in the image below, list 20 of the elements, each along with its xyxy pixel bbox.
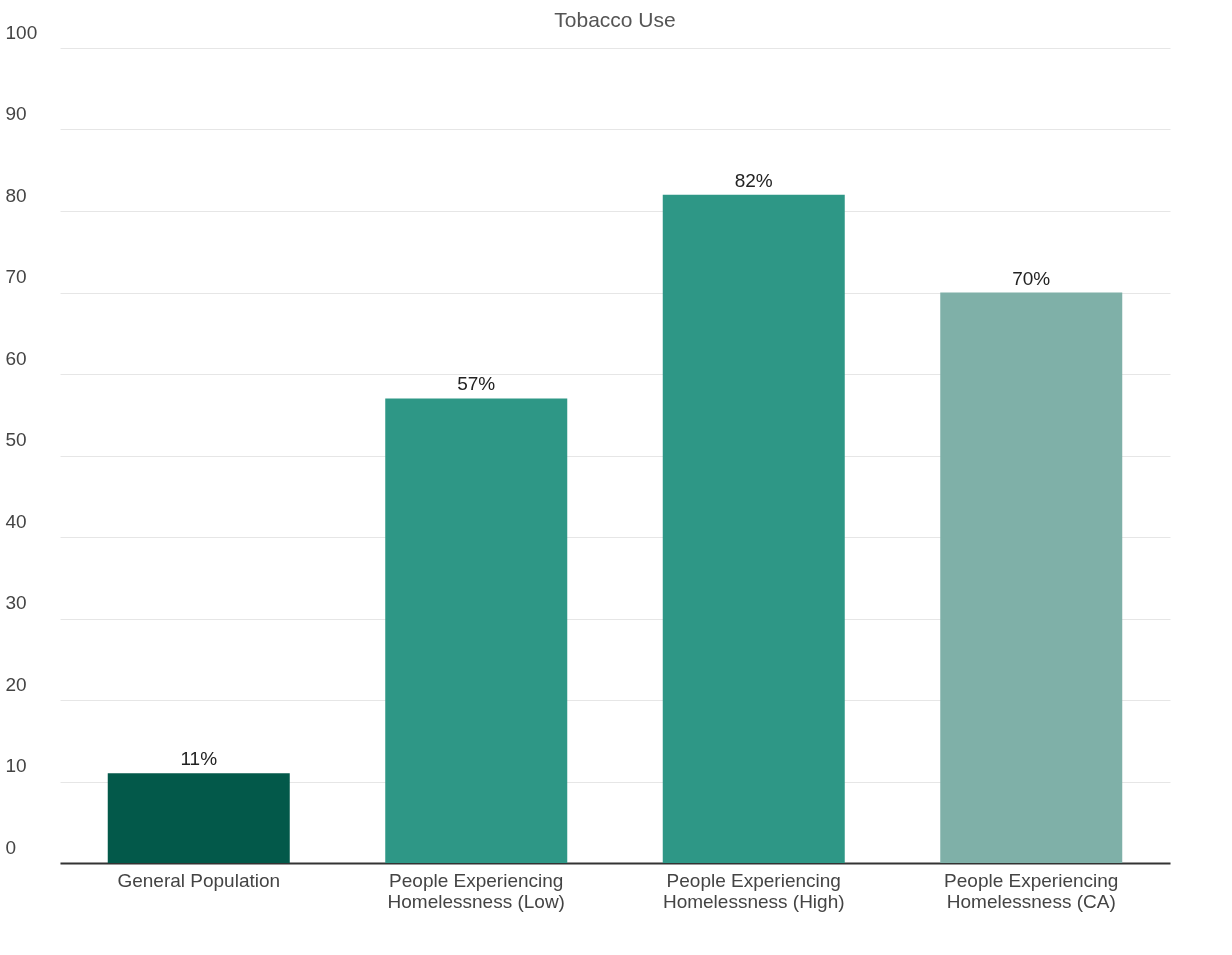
y-tick-label: 30 [5,592,27,613]
y-tick-label: 10 [5,755,27,776]
x-tick-label: People Experiencing Homelessness (Low) [387,869,565,912]
y-tick-label: 100 [5,21,38,43]
y-tick-label: 70 [5,266,27,287]
y-tick-label: 60 [5,347,27,369]
data-label: 57% [457,373,496,395]
y-tick-label: 90 [5,103,27,124]
x-tick-label: General Population [117,869,281,891]
data-label: 82% [734,169,773,191]
x-tick-label: People Experiencing Homelessness (CA) [944,869,1119,912]
y-tick-label: 40 [5,510,27,532]
x-tick-label: People Experiencing Homelessness (High) [662,869,845,912]
y-tick-label: 80 [5,184,27,206]
y-tick-label: 50 [5,429,27,450]
chart-title: Tobacco Use [554,8,676,31]
y-tick-label: 0 [5,836,17,858]
data-label: 11% [180,748,218,770]
data-label: 70% [1012,267,1051,289]
y-tick-label: 20 [5,673,27,695]
